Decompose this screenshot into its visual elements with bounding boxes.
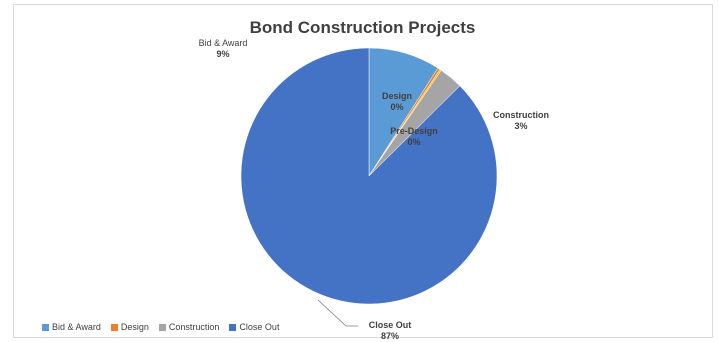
legend: Bid & Award Design Construction Close Ou… (42, 322, 279, 332)
legend-swatch-construction (158, 323, 166, 331)
label-design: Design 0% (377, 91, 417, 113)
legend-label-bid-award: Bid & Award (52, 322, 101, 332)
leader-line-close-out (317, 299, 358, 327)
label-construction-name: Construction (493, 110, 549, 120)
label-design-name: Design (381, 91, 412, 101)
legend-item-design: Design (110, 322, 149, 332)
slice-close-out (240, 47, 498, 305)
label-close-out-percent: 87% (380, 331, 399, 341)
legend-label-construction: Construction (168, 322, 220, 332)
label-construction: Construction 3% (486, 110, 556, 132)
legend-label-design: Design (120, 322, 149, 332)
label-close-out: Close Out 87% (360, 320, 420, 342)
legend-item-construction: Construction (158, 322, 220, 332)
label-pre-design-name: Pre-Design (390, 126, 438, 136)
label-close-out-name: Close Out (368, 320, 412, 330)
label-pre-design-percent: 0% (407, 137, 421, 147)
label-bid-award-name: Bid & Award (198, 38, 248, 48)
label-pre-design: Pre-Design 0% (384, 126, 444, 148)
legend-swatch-close-out (229, 323, 237, 331)
label-bid-award: Bid & Award 9% (193, 38, 253, 60)
legend-item-close-out: Close Out (229, 322, 279, 332)
legend-label-close-out: Close Out (239, 322, 280, 332)
label-bid-award-percent: 9% (216, 49, 230, 59)
label-construction-percent: 3% (514, 121, 528, 131)
legend-item-bid-award: Bid & Award (42, 322, 101, 332)
legend-swatch-design (110, 323, 118, 331)
chart-title: Bond Construction Projects (249, 18, 476, 37)
label-design-percent: 0% (390, 102, 404, 112)
legend-swatch-bid-award (42, 323, 49, 331)
